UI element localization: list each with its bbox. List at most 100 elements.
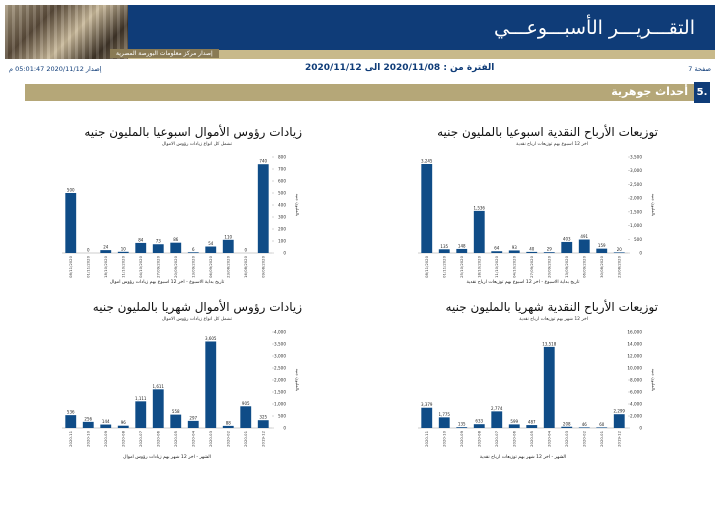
x-tick-label: 2020-11	[424, 430, 429, 446]
y-tick-label: 1,000	[630, 223, 642, 228]
data-label: 297	[189, 415, 197, 420]
bar	[117, 425, 129, 428]
x-tick-label: 2020-07	[138, 430, 143, 446]
x-tick-label: 13/09/2020	[191, 255, 196, 277]
x-tick-label: 2020-02	[582, 430, 587, 446]
x-tick-label: 08/11/2020	[424, 255, 429, 277]
y-tick-label: 500	[278, 191, 286, 196]
y-tick-label: 200	[278, 227, 286, 232]
chart-subtitle: اخر 12 اسبوع بهم توزيعات ارباح نقدية	[516, 142, 588, 147]
x-tick-label: 18/10/2020	[477, 255, 482, 277]
y-tick-label: 500	[278, 414, 286, 419]
report-title: التقـــريـــر الأسبـــوعـــي	[493, 17, 695, 39]
chart-weekly-capital-increases: زيادات رؤوس الأموال اسبوعيا بالمليون جني…	[62, 125, 302, 285]
chart-monthly-capital-increases: زيادات رؤوس الأموال شهريا بالمليون جنيه …	[62, 300, 302, 460]
x-tick-label: 09/08/2020	[261, 255, 266, 277]
bar	[596, 248, 608, 253]
data-label: 93	[512, 245, 518, 250]
bar	[257, 164, 269, 253]
data-label: 135	[458, 422, 466, 427]
y-tick-label: 3,000	[630, 168, 642, 173]
data-label: 325	[259, 415, 267, 420]
x-tick-label: 2020-04	[547, 430, 552, 446]
data-label: 558	[172, 409, 180, 414]
x-tick-label: 25/10/2020	[459, 255, 464, 277]
bar	[240, 406, 252, 428]
bar	[578, 427, 590, 428]
data-label: 208	[563, 421, 571, 426]
data-label: 3,379	[421, 402, 433, 407]
bar	[421, 163, 433, 253]
y-tick-label: 4,000	[274, 330, 286, 335]
x-tick-label: 01/11/2020	[86, 255, 91, 277]
x-tick-label: 2020-03	[564, 430, 569, 446]
data-label: 536	[67, 410, 75, 415]
data-label: 13,518	[542, 341, 556, 346]
x-tick-label: 2020-06	[512, 430, 517, 446]
data-label: 135	[440, 244, 448, 249]
y-tick-label: 3,500	[274, 342, 286, 347]
y-axis-title: بالمليون جنيه	[295, 194, 300, 217]
x-tick-label: 2020-08	[121, 430, 126, 446]
report-subtitle: إصدار مركز معلومات البورصة المصرية	[110, 49, 219, 58]
bar	[205, 341, 217, 428]
data-label: 0	[244, 248, 247, 253]
chart-svg: 0 500 1,000 1,500 2,000 2,500 3,000 3,500 4,000 ب…	[62, 330, 300, 460]
x-tick-label: 13/09/2020	[564, 255, 569, 277]
x-tick-label: 2019-12	[617, 430, 622, 446]
data-label: 24	[103, 245, 109, 250]
y-tick-label: 0	[639, 251, 642, 256]
data-label: 148	[458, 243, 466, 248]
trading-floor-photo	[5, 5, 128, 59]
y-tick-label: 3,000	[274, 354, 286, 359]
data-label: 86	[173, 237, 179, 242]
x-tick-label: 2020-10	[86, 430, 91, 446]
x-tick-label: 11/10/2020	[121, 255, 126, 277]
bar	[117, 251, 129, 253]
x-tick-label: 2020-06	[156, 430, 161, 446]
y-tick-label: 400	[278, 203, 286, 208]
bar	[65, 415, 77, 428]
x-tick-label: 20/09/2020	[547, 255, 552, 277]
x-tick-label: 2020-01	[243, 430, 248, 446]
bar	[491, 251, 503, 253]
bar	[257, 420, 269, 428]
info-row: إصدار 2020/11/12 05:01:47 م الفترة من : …	[5, 63, 715, 75]
x-tick-label: 23/08/2020	[617, 255, 622, 277]
x-tick-label: 2020-09	[103, 430, 108, 446]
data-label: 73	[156, 239, 162, 244]
x-axis-title: الشهر - اخر 12 شهر بهم زيادات رؤوس اموال	[123, 454, 211, 460]
data-label: 0	[87, 248, 90, 253]
y-tick-label: 2,500	[630, 182, 642, 187]
y-tick-label: 700	[278, 167, 286, 172]
bar	[222, 425, 234, 428]
y-tick-label: 2,000	[630, 414, 642, 419]
chart-weekly-cash-dividends: توزيعات الأرباح النقدية اسبوعيا بالمليون…	[418, 125, 658, 285]
y-tick-label: 1,500	[274, 390, 286, 395]
bar	[456, 248, 468, 253]
data-label: 88	[226, 420, 232, 425]
bar	[526, 425, 538, 428]
bar	[438, 249, 450, 253]
y-tick-label: 300	[278, 215, 286, 220]
x-tick-label: 23/08/2020	[226, 255, 231, 277]
x-tick-label: 2020-05	[529, 430, 534, 446]
data-label: 2,299	[614, 409, 626, 414]
data-label: 84	[138, 237, 144, 242]
y-tick-label: 500	[634, 237, 642, 242]
data-label: 3,245	[421, 158, 433, 163]
x-tick-label: 2019-12	[261, 430, 266, 446]
chart-subtitle: تشمل كل انواع زيادات رؤوس الاموال	[161, 317, 232, 322]
data-label: 1,775	[439, 412, 451, 417]
x-tick-label: 27/09/2020	[529, 255, 534, 277]
bar	[222, 239, 234, 253]
x-tick-label: 08/11/2020	[68, 255, 73, 277]
y-tick-label: 14,000	[627, 342, 642, 347]
y-axis-title: بالمليون جنيه	[651, 194, 656, 217]
x-tick-label: 04/10/2020	[138, 255, 143, 277]
y-tick-label: 0	[283, 426, 286, 431]
x-tick-label: 2020-03	[208, 430, 213, 446]
bar	[473, 424, 485, 428]
bar	[170, 414, 182, 428]
x-tick-label: 2020-02	[226, 430, 231, 446]
